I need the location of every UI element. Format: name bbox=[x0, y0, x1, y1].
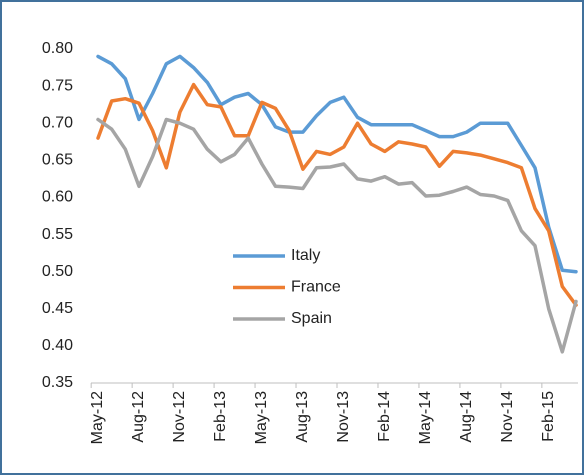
series-line bbox=[96, 54, 578, 274]
x-tick-label: Nov-12 bbox=[171, 391, 188, 443]
y-tick-label: 0.65 bbox=[42, 152, 73, 169]
legend-label: Spain bbox=[291, 310, 332, 327]
y-tick-label: 0.40 bbox=[42, 337, 73, 354]
y-tick-label: 0.75 bbox=[42, 77, 73, 94]
x-tick-label: Aug-13 bbox=[294, 391, 311, 443]
x-tick-label: Nov-13 bbox=[335, 391, 352, 443]
y-tick-label: 0.50 bbox=[42, 263, 73, 280]
x-tick-label: Feb-15 bbox=[540, 391, 557, 442]
legend-label: Italy bbox=[291, 247, 320, 264]
x-tick-label: May-14 bbox=[417, 391, 434, 444]
x-tick-label: May-13 bbox=[253, 391, 270, 444]
x-tick-label: Aug-14 bbox=[458, 391, 475, 443]
y-tick-label: 0.80 bbox=[42, 40, 73, 57]
y-tick-label: 0.35 bbox=[42, 374, 73, 391]
x-tick-label: Feb-14 bbox=[376, 391, 393, 442]
x-tick-label: Nov-14 bbox=[499, 391, 516, 443]
y-tick-label: 0.70 bbox=[42, 114, 73, 131]
x-tick-label: Aug-12 bbox=[130, 391, 147, 443]
y-tick-label: 0.45 bbox=[42, 300, 73, 317]
y-tick-label: 0.60 bbox=[42, 189, 73, 206]
x-tick-label: May-12 bbox=[89, 391, 106, 444]
x-tick-label: Feb-13 bbox=[212, 391, 229, 442]
y-tick-label: 0.55 bbox=[42, 226, 73, 243]
series-line bbox=[96, 117, 578, 354]
legend-label: France bbox=[291, 279, 341, 296]
